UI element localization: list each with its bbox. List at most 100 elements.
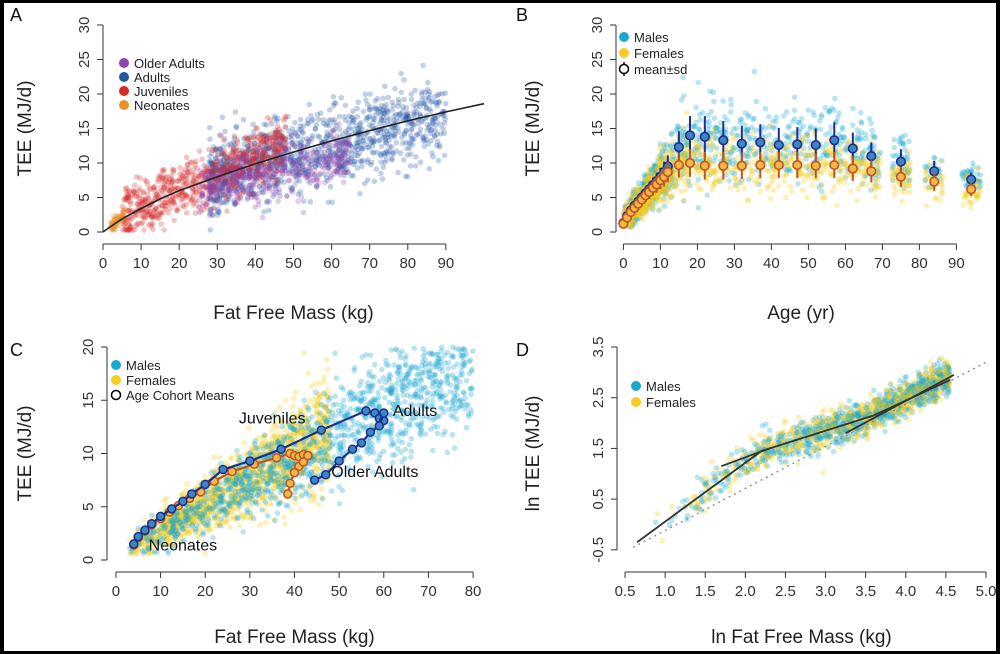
data-point — [437, 122, 444, 128]
data-point — [325, 117, 332, 124]
data-point — [430, 153, 436, 160]
data-point — [216, 209, 223, 215]
data-point — [711, 115, 718, 121]
data-point — [355, 139, 362, 146]
y-tick-label: 20 — [76, 86, 93, 103]
data-point — [279, 156, 286, 163]
data-point — [697, 111, 703, 118]
data-point — [264, 114, 271, 121]
data-point — [395, 96, 402, 103]
data-point — [939, 186, 945, 193]
data-point — [288, 132, 295, 138]
x-tick-label: 60 — [375, 583, 392, 600]
data-point — [343, 159, 349, 166]
data-point — [295, 198, 301, 204]
data-point — [262, 179, 269, 186]
data-point — [367, 91, 373, 97]
data-point — [695, 79, 702, 86]
data-point — [313, 150, 320, 156]
data-point — [364, 101, 371, 108]
data-point — [969, 160, 976, 166]
data-point — [316, 134, 323, 140]
data-point — [389, 107, 395, 113]
data-point — [314, 111, 321, 118]
data-point — [207, 183, 213, 189]
legend-marker — [619, 32, 629, 42]
data-point — [408, 91, 415, 97]
data-point — [435, 157, 442, 164]
data-point — [977, 172, 984, 178]
data-point — [161, 184, 167, 190]
data-point — [218, 132, 224, 139]
data-point — [297, 188, 304, 195]
data-point — [326, 164, 332, 171]
data-point — [381, 134, 387, 141]
data-point — [229, 158, 236, 165]
data-point — [246, 171, 253, 178]
data-point — [270, 193, 277, 199]
data-point — [226, 196, 232, 203]
data-point — [171, 199, 177, 205]
data-point — [176, 176, 183, 183]
data-point — [389, 157, 395, 163]
x-tick-label: 80 — [399, 255, 416, 272]
data-point — [296, 156, 302, 163]
data-point — [425, 124, 432, 131]
data-point — [874, 178, 880, 184]
data-point — [319, 153, 326, 160]
data-point — [327, 183, 334, 190]
data-point — [196, 185, 203, 192]
data-point — [246, 145, 252, 152]
y-tick-label: 15 — [76, 120, 93, 137]
data-point — [219, 152, 225, 159]
data-point — [381, 152, 388, 159]
x-tick-label: 30 — [242, 583, 259, 600]
data-point — [772, 172, 779, 179]
data-point — [260, 171, 266, 177]
data-point — [298, 140, 305, 147]
data-point — [213, 146, 219, 152]
data-point — [726, 178, 732, 184]
data-point — [680, 169, 687, 175]
data-point — [207, 136, 213, 143]
data-point — [354, 105, 360, 112]
data-point — [442, 100, 449, 107]
data-point — [199, 169, 206, 176]
data-point — [297, 142, 304, 148]
data-point — [207, 184, 213, 191]
data-point — [355, 135, 361, 142]
data-point — [746, 175, 753, 181]
data-point — [240, 150, 247, 157]
data-point — [341, 148, 347, 154]
data-point — [657, 146, 664, 153]
data-point — [180, 202, 186, 209]
data-point — [364, 177, 371, 183]
data-point — [384, 118, 391, 125]
data-point — [366, 122, 373, 128]
data-point — [273, 174, 279, 181]
data-point — [234, 139, 241, 146]
data-point — [374, 95, 381, 102]
data-point — [399, 140, 406, 147]
data-point — [306, 137, 312, 143]
data-point — [378, 143, 385, 150]
data-point — [751, 68, 758, 75]
data-point — [302, 167, 309, 174]
data-point — [297, 116, 304, 123]
data-point — [325, 155, 332, 161]
data-point — [331, 119, 337, 126]
panel-label: B — [516, 5, 528, 25]
data-point — [297, 122, 304, 129]
data-point — [370, 150, 377, 156]
data-point — [285, 166, 292, 173]
data-point — [209, 161, 216, 168]
data-point — [817, 126, 824, 133]
data-point — [661, 203, 668, 209]
legend-marker — [119, 100, 129, 110]
data-point — [858, 109, 864, 116]
data-point — [207, 189, 214, 196]
data-point — [696, 125, 702, 132]
mean-marker — [684, 157, 696, 169]
data-point — [891, 183, 897, 190]
data-point — [797, 126, 804, 132]
